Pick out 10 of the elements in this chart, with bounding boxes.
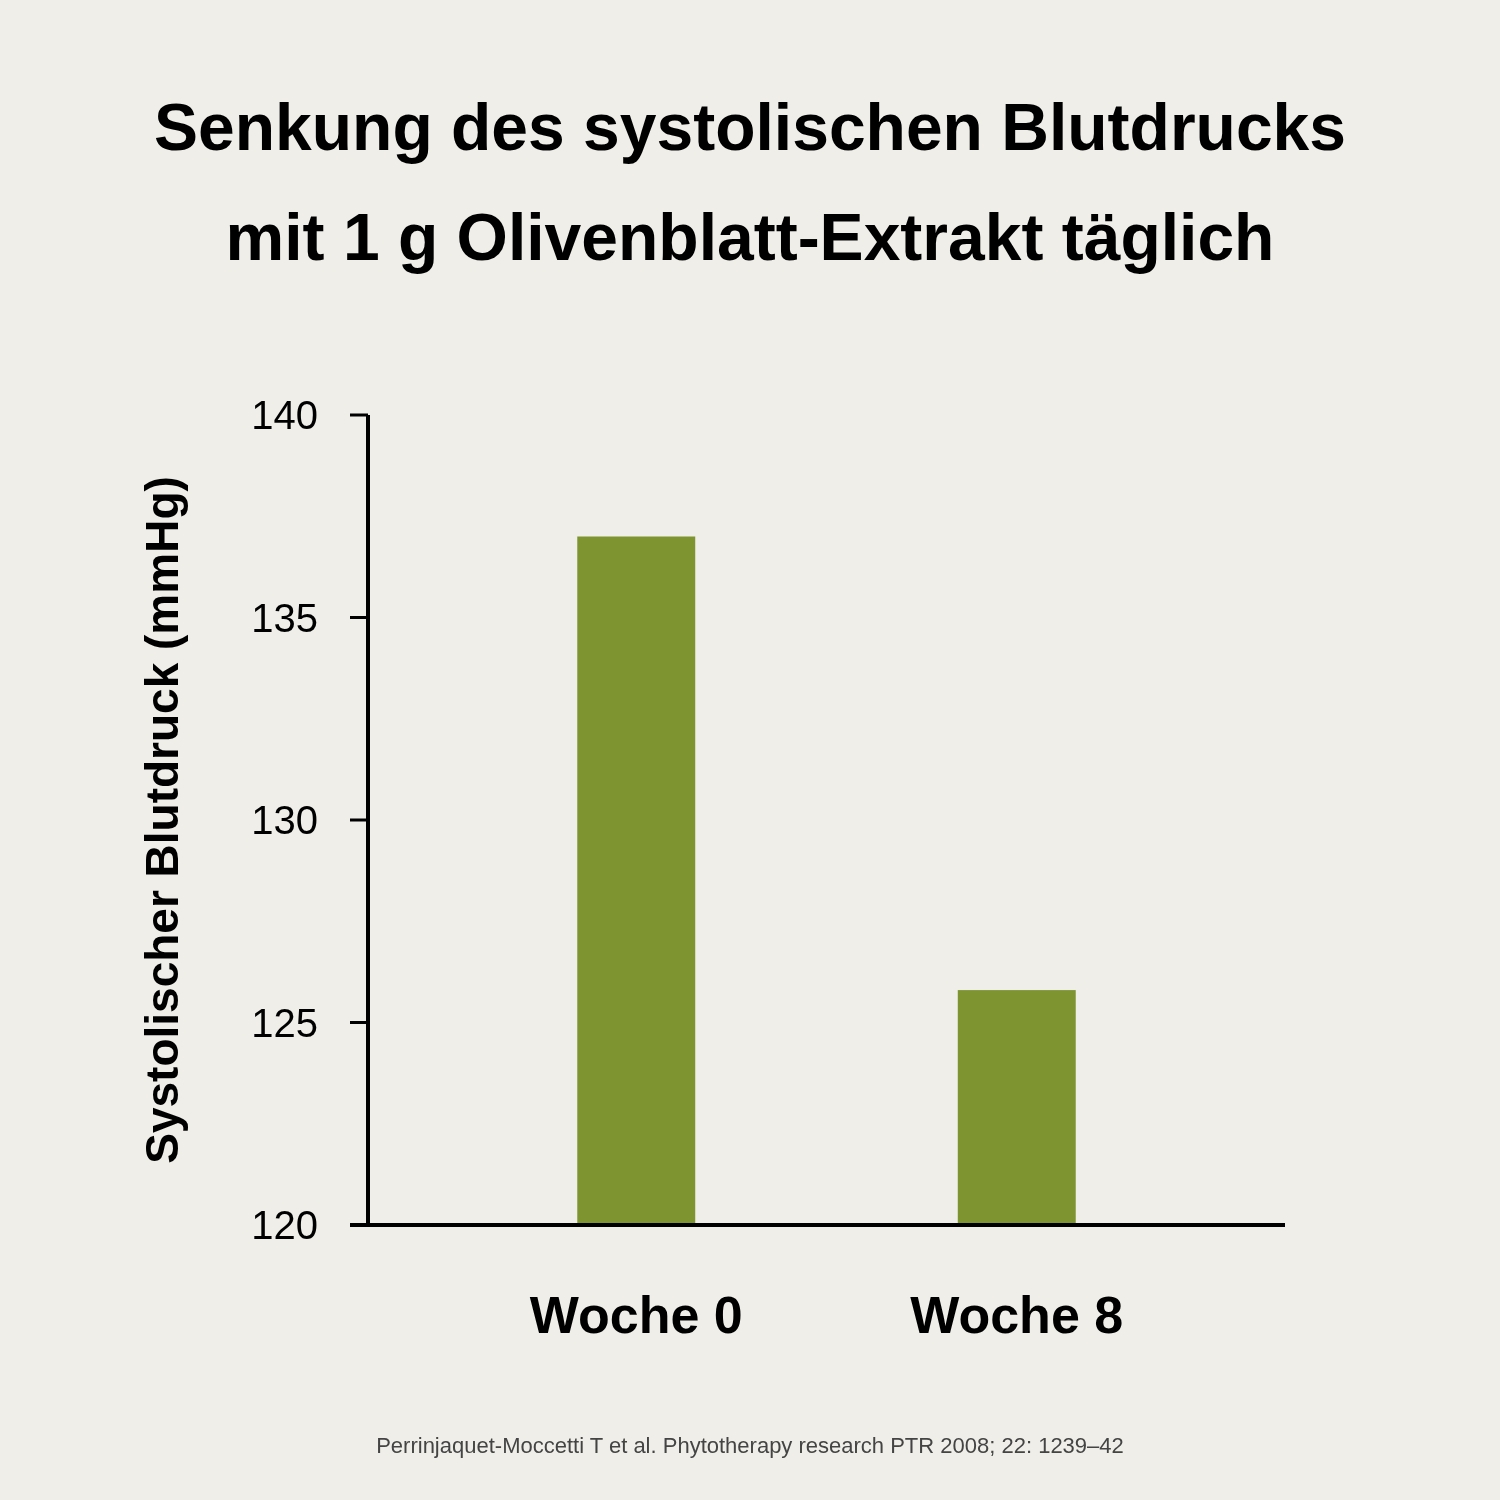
y-tick-label: 135 bbox=[251, 595, 318, 640]
text: Perrinjaquet-Moccetti T et al. Phytotherapy research PTR 2008; 22: 1239–42 bbox=[376, 1433, 1124, 1458]
y-axis-title: Systolischer Blutdruck (mmHg) bbox=[136, 476, 188, 1164]
y-tick-label: 130 bbox=[251, 798, 318, 842]
y-tick-label: 140 bbox=[251, 393, 318, 437]
y-tick-label: 120 bbox=[251, 1203, 318, 1247]
x-tick-label: Woche 0 bbox=[529, 1286, 743, 1344]
chart-title: Senkung des systolischen Blutdrucks mit 1 g Olivenblatt-Extrakt täglich bbox=[154, 90, 1346, 274]
y-tick-label: 125 bbox=[251, 1000, 318, 1045]
x-tick-label: Woche 8 bbox=[910, 1286, 1124, 1344]
